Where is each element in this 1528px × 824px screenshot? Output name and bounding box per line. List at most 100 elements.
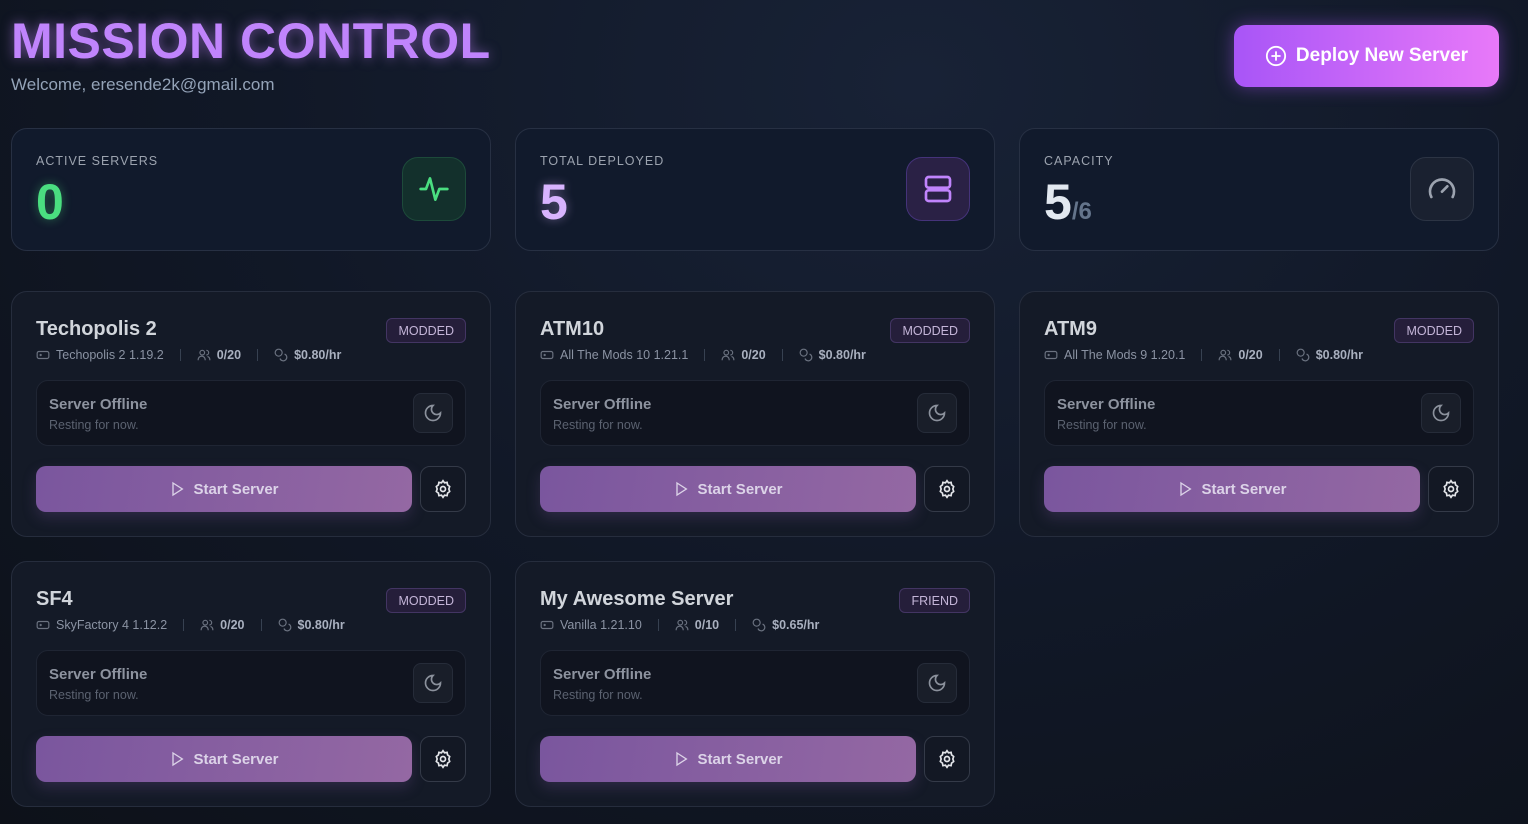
server-type-badge: MODDED [890,318,970,343]
server-name: ATM9 [1044,318,1097,340]
stat-label: ACTIVE SERVERS [36,154,159,168]
deploy-label: Deploy New Server [1295,45,1469,66]
status-description: Resting for now. [49,418,139,432]
server-version: All The Mods 9 1.20.1 [1064,348,1186,362]
server-name: Techopolis 2 [36,318,157,340]
moon-icon [413,393,453,433]
status-text: Server Offline [49,396,148,413]
start-server-button[interactable]: Start Server [1044,466,1420,512]
server-card: ATM9 MODDED All The Mods 9 1.20.1 0/20 $… [1019,291,1499,537]
server-type-badge: MODDED [1394,318,1474,343]
gear-icon [1443,479,1459,499]
coins-icon [752,618,766,632]
server-meta: All The Mods 9 1.20.1 0/20 $0.80/hr [1044,348,1363,362]
hourly-price: $0.80/hr [818,348,866,362]
server-status-panel: Server Offline Resting for now. [36,380,466,446]
server-settings-button[interactable] [420,466,466,512]
users-icon [197,349,211,361]
server-card: Techopolis 2 MODDED Techopolis 2 1.19.2 … [11,291,491,537]
users-icon [1218,349,1232,361]
status-description: Resting for now. [553,418,643,432]
player-count: 0/10 [694,618,720,632]
users-icon [200,619,214,631]
server-settings-button[interactable] [420,736,466,782]
page-title: MISSION CONTROL [11,13,491,69]
play-icon [676,481,689,497]
server-meta: Techopolis 2 1.19.2 0/20 $0.80/hr [36,348,341,362]
server-name: ATM10 [540,318,605,340]
server-version: Techopolis 2 1.19.2 [56,348,164,362]
status-text: Server Offline [553,666,652,683]
status-text: Server Offline [1057,396,1156,413]
start-server-button[interactable]: Start Server [540,736,916,782]
server-version: SkyFactory 4 1.12.2 [56,618,168,632]
gamepad-icon [36,620,50,630]
server-settings-button[interactable] [924,736,970,782]
hourly-price: $0.80/hr [1315,348,1363,362]
stat-value: 5 [540,174,568,230]
status-description: Resting for now. [49,688,139,702]
coins-icon [1296,348,1310,362]
plus-circle-icon [1265,45,1287,67]
stat-card-active-servers: ACTIVE SERVERS 0 [11,128,491,251]
server-meta: Vanilla 1.21.10 0/10 $0.65/hr [540,618,819,632]
server-icon [906,157,970,221]
server-card: My Awesome Server FRIEND Vanilla 1.21.10… [515,561,995,807]
start-server-button[interactable]: Start Server [540,466,916,512]
status-description: Resting for now. [553,688,643,702]
server-card: SF4 MODDED SkyFactory 4 1.12.2 0/20 $0.8… [11,561,491,807]
gamepad-icon [1044,350,1058,360]
stat-label: TOTAL DEPLOYED [540,154,665,168]
gamepad-icon [540,620,554,630]
stat-value: 0 [36,174,64,230]
start-server-button[interactable]: Start Server [36,466,412,512]
moon-icon [917,393,957,433]
server-version: Vanilla 1.21.10 [560,618,642,632]
users-icon [675,619,689,631]
server-status-panel: Server Offline Resting for now. [540,380,970,446]
stat-card-total-deployed: TOTAL DEPLOYED 5 [515,128,995,251]
deploy-new-server-button[interactable]: Deploy New Server [1234,25,1499,87]
play-icon [172,751,185,767]
start-label: Start Server [1201,480,1287,498]
player-count: 0/20 [220,618,245,632]
moon-icon [917,663,957,703]
server-status-panel: Server Offline Resting for now. [1044,380,1474,446]
server-meta: All The Mods 10 1.21.1 0/20 $0.80/hr [540,348,866,362]
stat-total: /6 [1071,198,1092,225]
server-status-panel: Server Offline Resting for now. [540,650,970,716]
gear-icon [939,479,955,499]
player-count: 0/20 [216,348,242,362]
player-count: 0/20 [741,348,766,362]
server-type-badge: MODDED [386,588,466,613]
coins-icon [278,618,291,632]
start-label: Start Server [193,480,279,498]
hourly-price: $0.65/hr [772,618,820,632]
start-label: Start Server [193,750,279,768]
status-text: Server Offline [49,666,148,683]
server-settings-button[interactable] [1428,466,1474,512]
play-icon [1180,481,1193,497]
hourly-price: $0.80/hr [297,618,345,632]
users-icon [721,349,735,361]
gear-icon [435,479,451,499]
welcome-text: Welcome, eresende2k@gmail.com [11,75,275,94]
gamepad-icon [36,350,50,360]
gear-icon [939,749,955,769]
hourly-price: $0.80/hr [294,348,342,362]
server-type-badge: MODDED [386,318,466,343]
play-icon [172,481,185,497]
server-meta: SkyFactory 4 1.12.2 0/20 $0.80/hr [36,618,345,632]
status-description: Resting for now. [1057,418,1147,432]
stat-card-capacity: CAPACITY 5/6 [1019,128,1499,251]
server-status-panel: Server Offline Resting for now. [36,650,466,716]
player-count: 0/20 [1238,348,1263,362]
activity-icon [402,157,466,221]
start-server-button[interactable]: Start Server [36,736,412,782]
server-settings-button[interactable] [924,466,970,512]
coins-icon [799,348,813,362]
server-name: My Awesome Server [540,588,734,610]
start-label: Start Server [697,480,783,498]
server-card: ATM10 MODDED All The Mods 10 1.21.1 0/20… [515,291,995,537]
stat-value: 5 [1044,174,1072,230]
